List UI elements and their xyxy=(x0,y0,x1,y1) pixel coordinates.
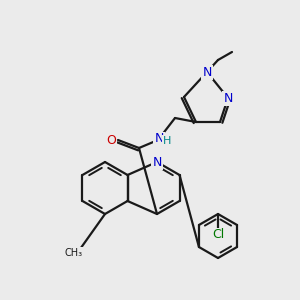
Text: N: N xyxy=(152,155,162,169)
Text: CH₃: CH₃ xyxy=(65,248,83,258)
Text: N: N xyxy=(202,65,212,79)
Text: O: O xyxy=(106,134,116,146)
Text: Cl: Cl xyxy=(212,229,224,242)
Text: N: N xyxy=(223,92,233,104)
Text: N: N xyxy=(154,133,164,146)
Text: H: H xyxy=(163,136,171,146)
